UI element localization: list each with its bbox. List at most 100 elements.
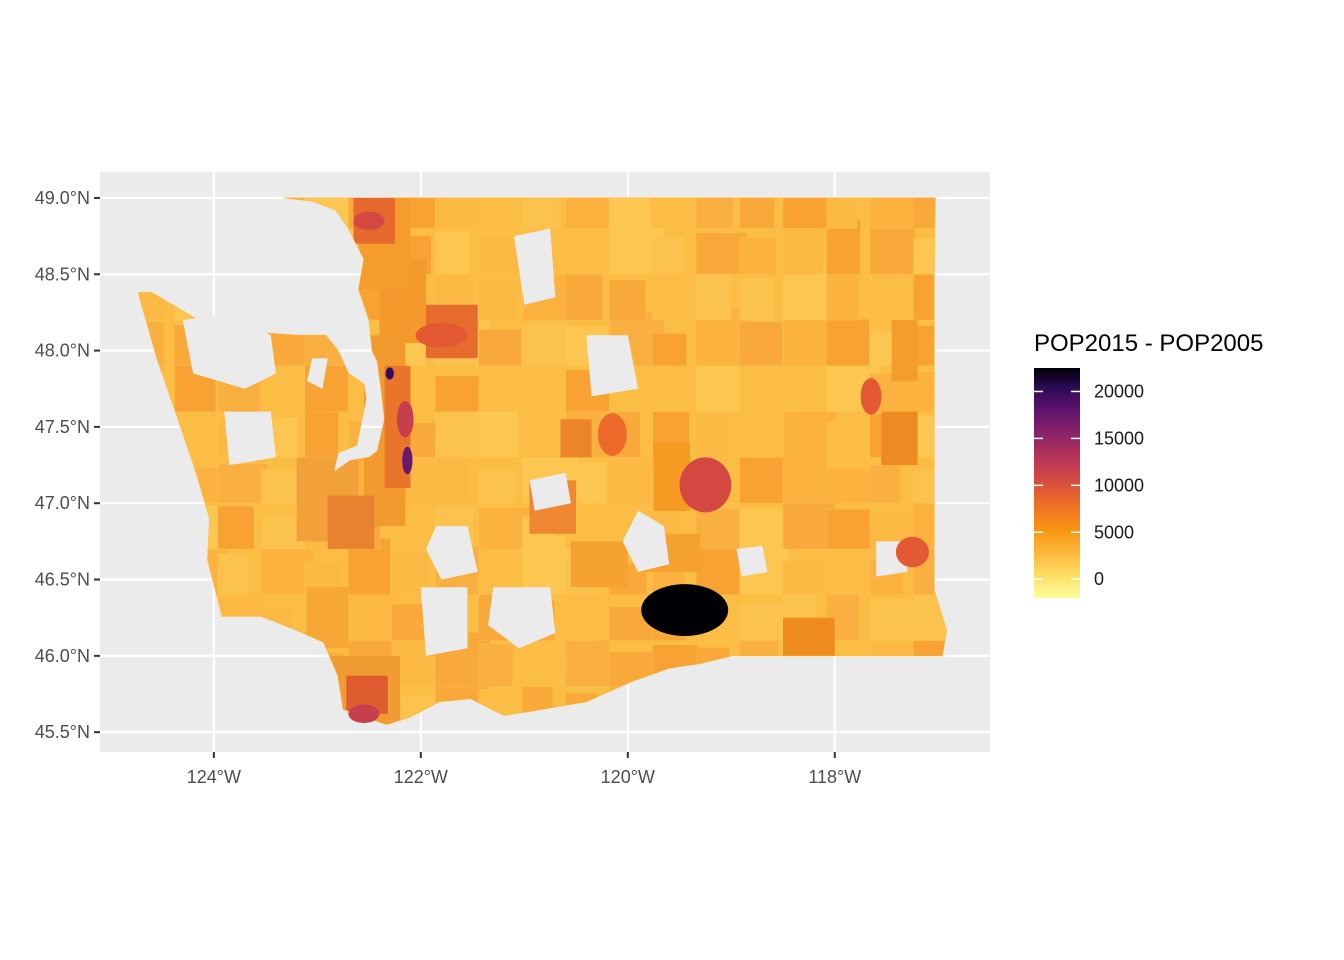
legend-colorbar xyxy=(1034,368,1080,598)
legend-tick-label: 5000 xyxy=(1094,522,1134,542)
tract-cell xyxy=(782,315,831,367)
tract-cell xyxy=(217,463,268,504)
tract-cell xyxy=(478,469,516,504)
tract-cell xyxy=(739,277,775,321)
water-gap xyxy=(224,411,276,466)
tract-cell xyxy=(608,279,646,321)
snohomish-area xyxy=(415,323,468,348)
tract-cell xyxy=(695,363,747,412)
tract-cell xyxy=(782,560,827,595)
tract-cell xyxy=(478,643,514,687)
tract-cell xyxy=(782,453,827,504)
tract-cell xyxy=(478,281,518,321)
tract-cell xyxy=(565,598,599,641)
y-tick-label: 48.5°N xyxy=(35,264,90,284)
tract-cell xyxy=(739,197,775,229)
tract-cell xyxy=(435,231,470,275)
tract-cell xyxy=(826,219,861,275)
tract-cell xyxy=(348,586,399,641)
tract-cell xyxy=(695,543,742,595)
legend-tick-label: 15000 xyxy=(1094,428,1144,448)
tract-cell xyxy=(695,197,734,229)
tract-cell xyxy=(826,197,858,229)
metro-tract xyxy=(783,617,835,656)
tract-cell xyxy=(565,197,610,229)
y-tick-label: 48.0°N xyxy=(35,341,90,361)
water-gap xyxy=(736,545,768,577)
tract-cell xyxy=(782,223,823,275)
seattle-core-area xyxy=(385,367,394,380)
legend-tick-label: 20000 xyxy=(1094,381,1144,401)
tract-cell xyxy=(478,364,526,412)
y-tick-label: 46.0°N xyxy=(35,646,90,666)
metro-tract xyxy=(881,411,918,466)
spokane-area xyxy=(860,378,882,415)
tract-cell xyxy=(869,598,921,641)
tract-cell xyxy=(739,321,783,367)
y-tick-label: 49.0°N xyxy=(35,188,90,208)
tract-cell xyxy=(522,197,560,229)
water-gap xyxy=(488,587,556,649)
tract-cell xyxy=(782,377,827,412)
y-axis: 45.5°N 46.0°N 46.5°N 47.0°N 47.5°N 48.0°N 48.5… xyxy=(35,188,100,742)
tract-cell xyxy=(695,269,732,321)
water-gap xyxy=(307,358,328,389)
tract-cell xyxy=(826,267,860,321)
tract-cell xyxy=(261,374,296,412)
tract-cell xyxy=(522,362,561,412)
tract-cell xyxy=(391,603,425,641)
tract-cell xyxy=(869,224,916,275)
legend: POP2015 - POP2005 0 5000 10000 15000 20000 xyxy=(1034,330,1263,598)
water-gap xyxy=(182,312,276,389)
tract-cell xyxy=(652,236,684,275)
eastside-area xyxy=(397,400,414,438)
x-tick-label: 122°W xyxy=(394,767,448,787)
x-tick-label: 124°W xyxy=(187,767,241,787)
bellingham-area xyxy=(353,211,385,230)
tract-cell xyxy=(608,197,651,229)
tract-cell xyxy=(217,553,250,595)
water-gaps xyxy=(182,228,908,656)
legend-tick-label: 10000 xyxy=(1094,475,1144,495)
high-growth-areas xyxy=(348,211,929,723)
tract-cell xyxy=(217,505,255,550)
tract-cell xyxy=(435,375,482,412)
legend-ticks: 0 5000 10000 15000 20000 xyxy=(1034,381,1144,589)
tract-cell xyxy=(695,416,731,458)
tract-cell xyxy=(478,329,522,367)
water-gap xyxy=(426,526,478,580)
water-gap xyxy=(586,335,639,397)
x-axis: 124°W 122°W 120°W 118°W xyxy=(187,752,861,787)
y-tick-label: 47.0°N xyxy=(35,493,90,513)
water-gap xyxy=(420,587,468,656)
kent-auburn-area xyxy=(402,446,413,475)
tract-cell xyxy=(608,458,653,504)
legend-title: POP2015 - POP2005 xyxy=(1034,330,1263,357)
tri-cities-area xyxy=(641,584,729,636)
y-tick-label: 47.5°N xyxy=(35,417,90,437)
tract-cell xyxy=(869,464,901,504)
vancouver-area xyxy=(348,704,380,723)
tract-cell xyxy=(739,602,791,641)
tract-cell xyxy=(435,197,486,229)
moses-lake-area xyxy=(679,457,732,513)
x-tick-label: 118°W xyxy=(808,767,861,787)
tract-cell xyxy=(739,508,785,550)
tract-cell xyxy=(522,323,570,367)
tract-cell xyxy=(739,408,789,458)
tract-cell xyxy=(565,270,603,321)
tract-cell xyxy=(826,509,878,550)
tract-cell xyxy=(739,237,777,275)
y-tick-label: 46.5°N xyxy=(35,570,90,590)
x-tick-label: 120°W xyxy=(601,767,655,787)
tract-cell xyxy=(522,637,553,687)
pullman-area xyxy=(895,536,929,568)
y-tick-label: 45.5°N xyxy=(35,722,90,742)
water-gap xyxy=(514,228,556,305)
tract-cell xyxy=(565,639,611,687)
water-gap xyxy=(622,510,670,572)
metro-tract xyxy=(560,419,592,458)
metro-tract xyxy=(570,541,628,588)
metro-tract xyxy=(327,495,375,549)
